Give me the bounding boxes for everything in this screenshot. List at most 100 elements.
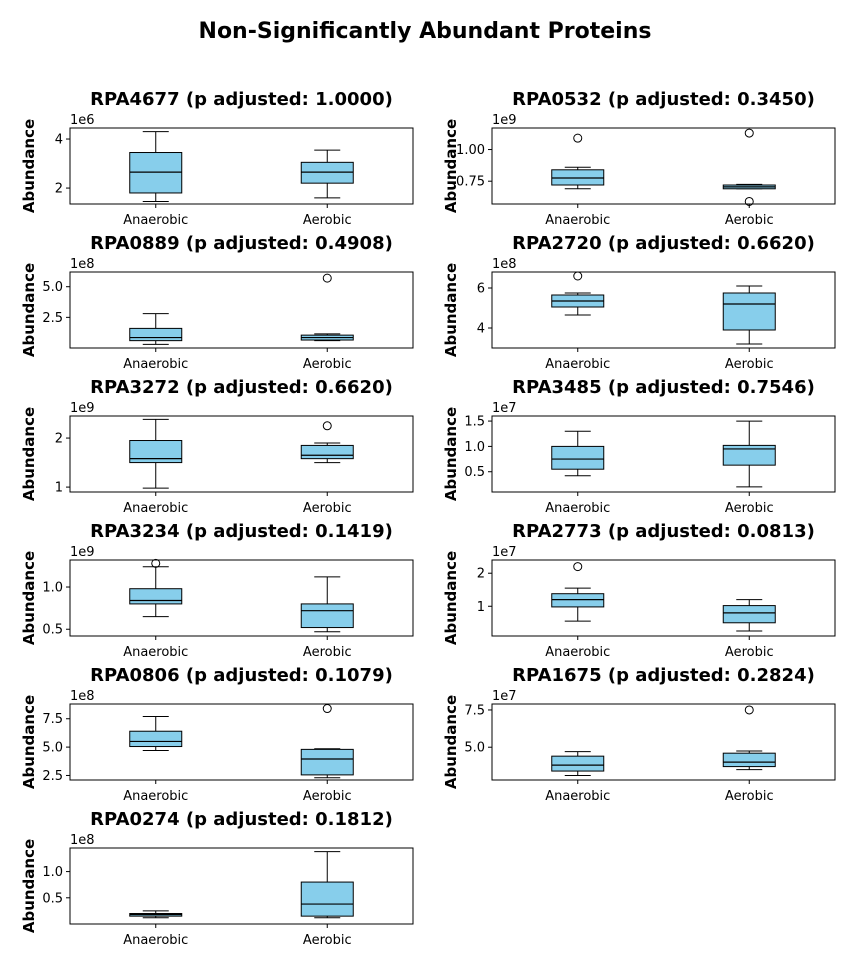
outlier-point [151, 558, 161, 568]
y-tick-label: 1.0 [42, 581, 63, 596]
panels: RPA4677 (p adjusted: 1.0000) 1e6 Abundance… [20, 89, 836, 948]
x-tick-label: Aerobic [303, 357, 352, 372]
y-axis-label: Abundance [20, 407, 38, 501]
outlier-point [744, 196, 754, 206]
x-tick-label: Aerobic [303, 645, 352, 660]
box-anaerobic [551, 430, 605, 477]
x-tick-label: Anaerobic [123, 501, 188, 516]
x-tick-label: Anaerobic [123, 933, 188, 948]
box-aerobic [722, 420, 776, 488]
y-tick-label: 0.5 [42, 623, 63, 638]
subplot-2: RPA0889 (p adjusted: 0.4908) 1e8 Abundance… [20, 233, 414, 372]
outlier-point [744, 128, 754, 138]
y-tick-label: 1 [477, 600, 485, 615]
x-tick-label: Aerobic [725, 357, 774, 372]
axis-offset-label: 1e7 [492, 401, 517, 416]
y-tick-label: 1.00 [456, 143, 485, 158]
box-aerobic [722, 285, 776, 345]
plot-frame [491, 559, 836, 637]
outlier-point [573, 133, 583, 143]
outlier-point [573, 271, 583, 281]
subplot-title: RPA2720 (p adjusted: 0.6620) [512, 233, 815, 254]
y-tick-label: 2.5 [42, 311, 63, 326]
axis-offset-label: 1e8 [492, 257, 517, 272]
box-aerobic [722, 128, 776, 206]
y-tick-label: 7.5 [464, 703, 485, 718]
box-aerobic [300, 576, 354, 633]
subplot-title: RPA1675 (p adjusted: 0.2824) [512, 665, 815, 686]
box-iqr [300, 444, 354, 460]
subplot-10: RPA0274 (p adjusted: 0.1812) 1e8 Abundance… [20, 809, 414, 948]
y-axis-label: Abundance [442, 695, 460, 789]
subplot-7: RPA2773 (p adjusted: 0.0813) 1e7 Abundance… [442, 521, 836, 660]
box-iqr [722, 605, 776, 624]
y-tick-label: 2 [55, 182, 63, 197]
box-iqr [129, 327, 183, 342]
subplot-4: RPA3272 (p adjusted: 0.6620) 1e9 Abundance… [20, 377, 414, 516]
outlier-point [322, 421, 332, 431]
box-iqr [300, 603, 354, 629]
y-axis-label: Abundance [20, 263, 38, 357]
box-iqr [551, 169, 605, 186]
box-anaerobic [551, 133, 605, 190]
y-axis-label: Abundance [20, 119, 38, 213]
axis-offset-label: 1e8 [70, 257, 95, 272]
box-aerobic [300, 851, 354, 919]
y-tick-label: 1.0 [42, 865, 63, 880]
plot-frame [69, 127, 414, 205]
x-tick-label: Anaerobic [545, 213, 610, 228]
y-tick-label: 0.75 [456, 175, 485, 190]
plot-frame [69, 847, 414, 925]
box-aerobic [300, 149, 354, 199]
axis-offset-label: 1e9 [70, 545, 95, 560]
figure-title: Non-Significantly Abundant Proteins [199, 19, 652, 44]
x-tick-label: Aerobic [725, 789, 774, 804]
subplot-8: RPA0806 (p adjusted: 0.1079) 1e8 Abundance… [20, 665, 414, 804]
x-tick-label: Anaerobic [123, 357, 188, 372]
axis-offset-label: 1e9 [492, 113, 517, 128]
y-tick-label: 5.0 [42, 741, 63, 756]
plot-frame [491, 415, 836, 493]
box-iqr [300, 881, 354, 917]
x-tick-label: Aerobic [725, 645, 774, 660]
outlier-point [322, 273, 332, 283]
box-iqr [722, 292, 776, 331]
box-iqr [722, 444, 776, 466]
y-tick-label: 7.5 [42, 712, 63, 727]
y-tick-label: 0.5 [464, 465, 485, 480]
box-anaerobic [551, 751, 605, 777]
y-axis-label: Abundance [20, 839, 38, 933]
x-tick-label: Aerobic [303, 933, 352, 948]
subplot-1: RPA0532 (p adjusted: 0.3450) 1e9 Abundance… [442, 89, 836, 228]
box-iqr [551, 593, 605, 608]
y-tick-label: 2 [477, 567, 485, 582]
subplot-6: RPA3234 (p adjusted: 0.1419) 1e9 Abundance… [20, 521, 414, 660]
box-iqr [722, 752, 776, 768]
box-aerobic [300, 273, 354, 342]
y-axis-label: Abundance [442, 119, 460, 213]
y-axis-label: Abundance [20, 551, 38, 645]
subplot-title: RPA3485 (p adjusted: 0.7546) [512, 377, 815, 398]
box-anaerobic [129, 558, 183, 618]
box-aerobic [722, 705, 776, 771]
subplot-title: RPA0532 (p adjusted: 0.3450) [512, 89, 815, 110]
axis-offset-label: 1e9 [70, 401, 95, 416]
x-tick-label: Anaerobic [123, 789, 188, 804]
y-axis-label: Abundance [442, 551, 460, 645]
axis-offset-label: 1e8 [70, 833, 95, 848]
outlier-point [322, 704, 332, 714]
subplot-9: RPA1675 (p adjusted: 0.2824) 1e7 Abundance… [442, 665, 836, 804]
subplot-title: RPA0274 (p adjusted: 0.1812) [90, 809, 393, 830]
x-tick-label: Aerobic [725, 213, 774, 228]
plot-frame [69, 703, 414, 781]
x-tick-label: Anaerobic [545, 789, 610, 804]
subplot-0: RPA4677 (p adjusted: 1.0000) 1e6 Abundance… [20, 89, 414, 228]
axis-offset-label: 1e7 [492, 689, 517, 704]
y-tick-label: 1.0 [464, 440, 485, 455]
y-tick-label: 2 [55, 432, 63, 447]
plot-frame [491, 127, 836, 205]
box-anaerobic [129, 131, 183, 203]
y-tick-label: 1 [55, 481, 63, 496]
box-anaerobic [129, 313, 183, 345]
y-tick-label: 4 [477, 322, 485, 337]
